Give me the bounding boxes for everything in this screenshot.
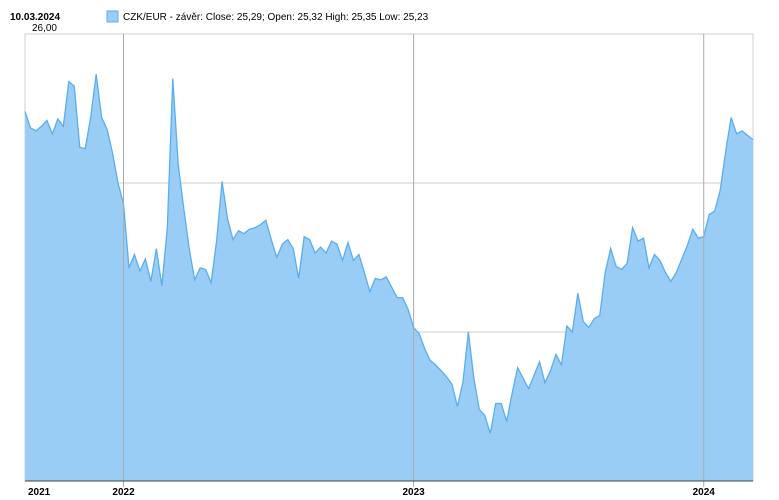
line (24, 74, 754, 434)
area (25, 74, 753, 481)
legend-label: CZK/EUR - závěr: Close: 25,29; Open: 25,… (123, 12, 429, 23)
x-tick-label: 2022 (112, 487, 135, 498)
y-tick-label: 26,00 (32, 23, 57, 34)
x-tick-label: 2021 (28, 487, 51, 498)
legend-swatch (106, 10, 119, 23)
x-tick-label: 2024 (693, 487, 716, 498)
chart-date: 10.03.2024 (10, 12, 60, 23)
x-tick-label: 2023 (403, 487, 426, 498)
